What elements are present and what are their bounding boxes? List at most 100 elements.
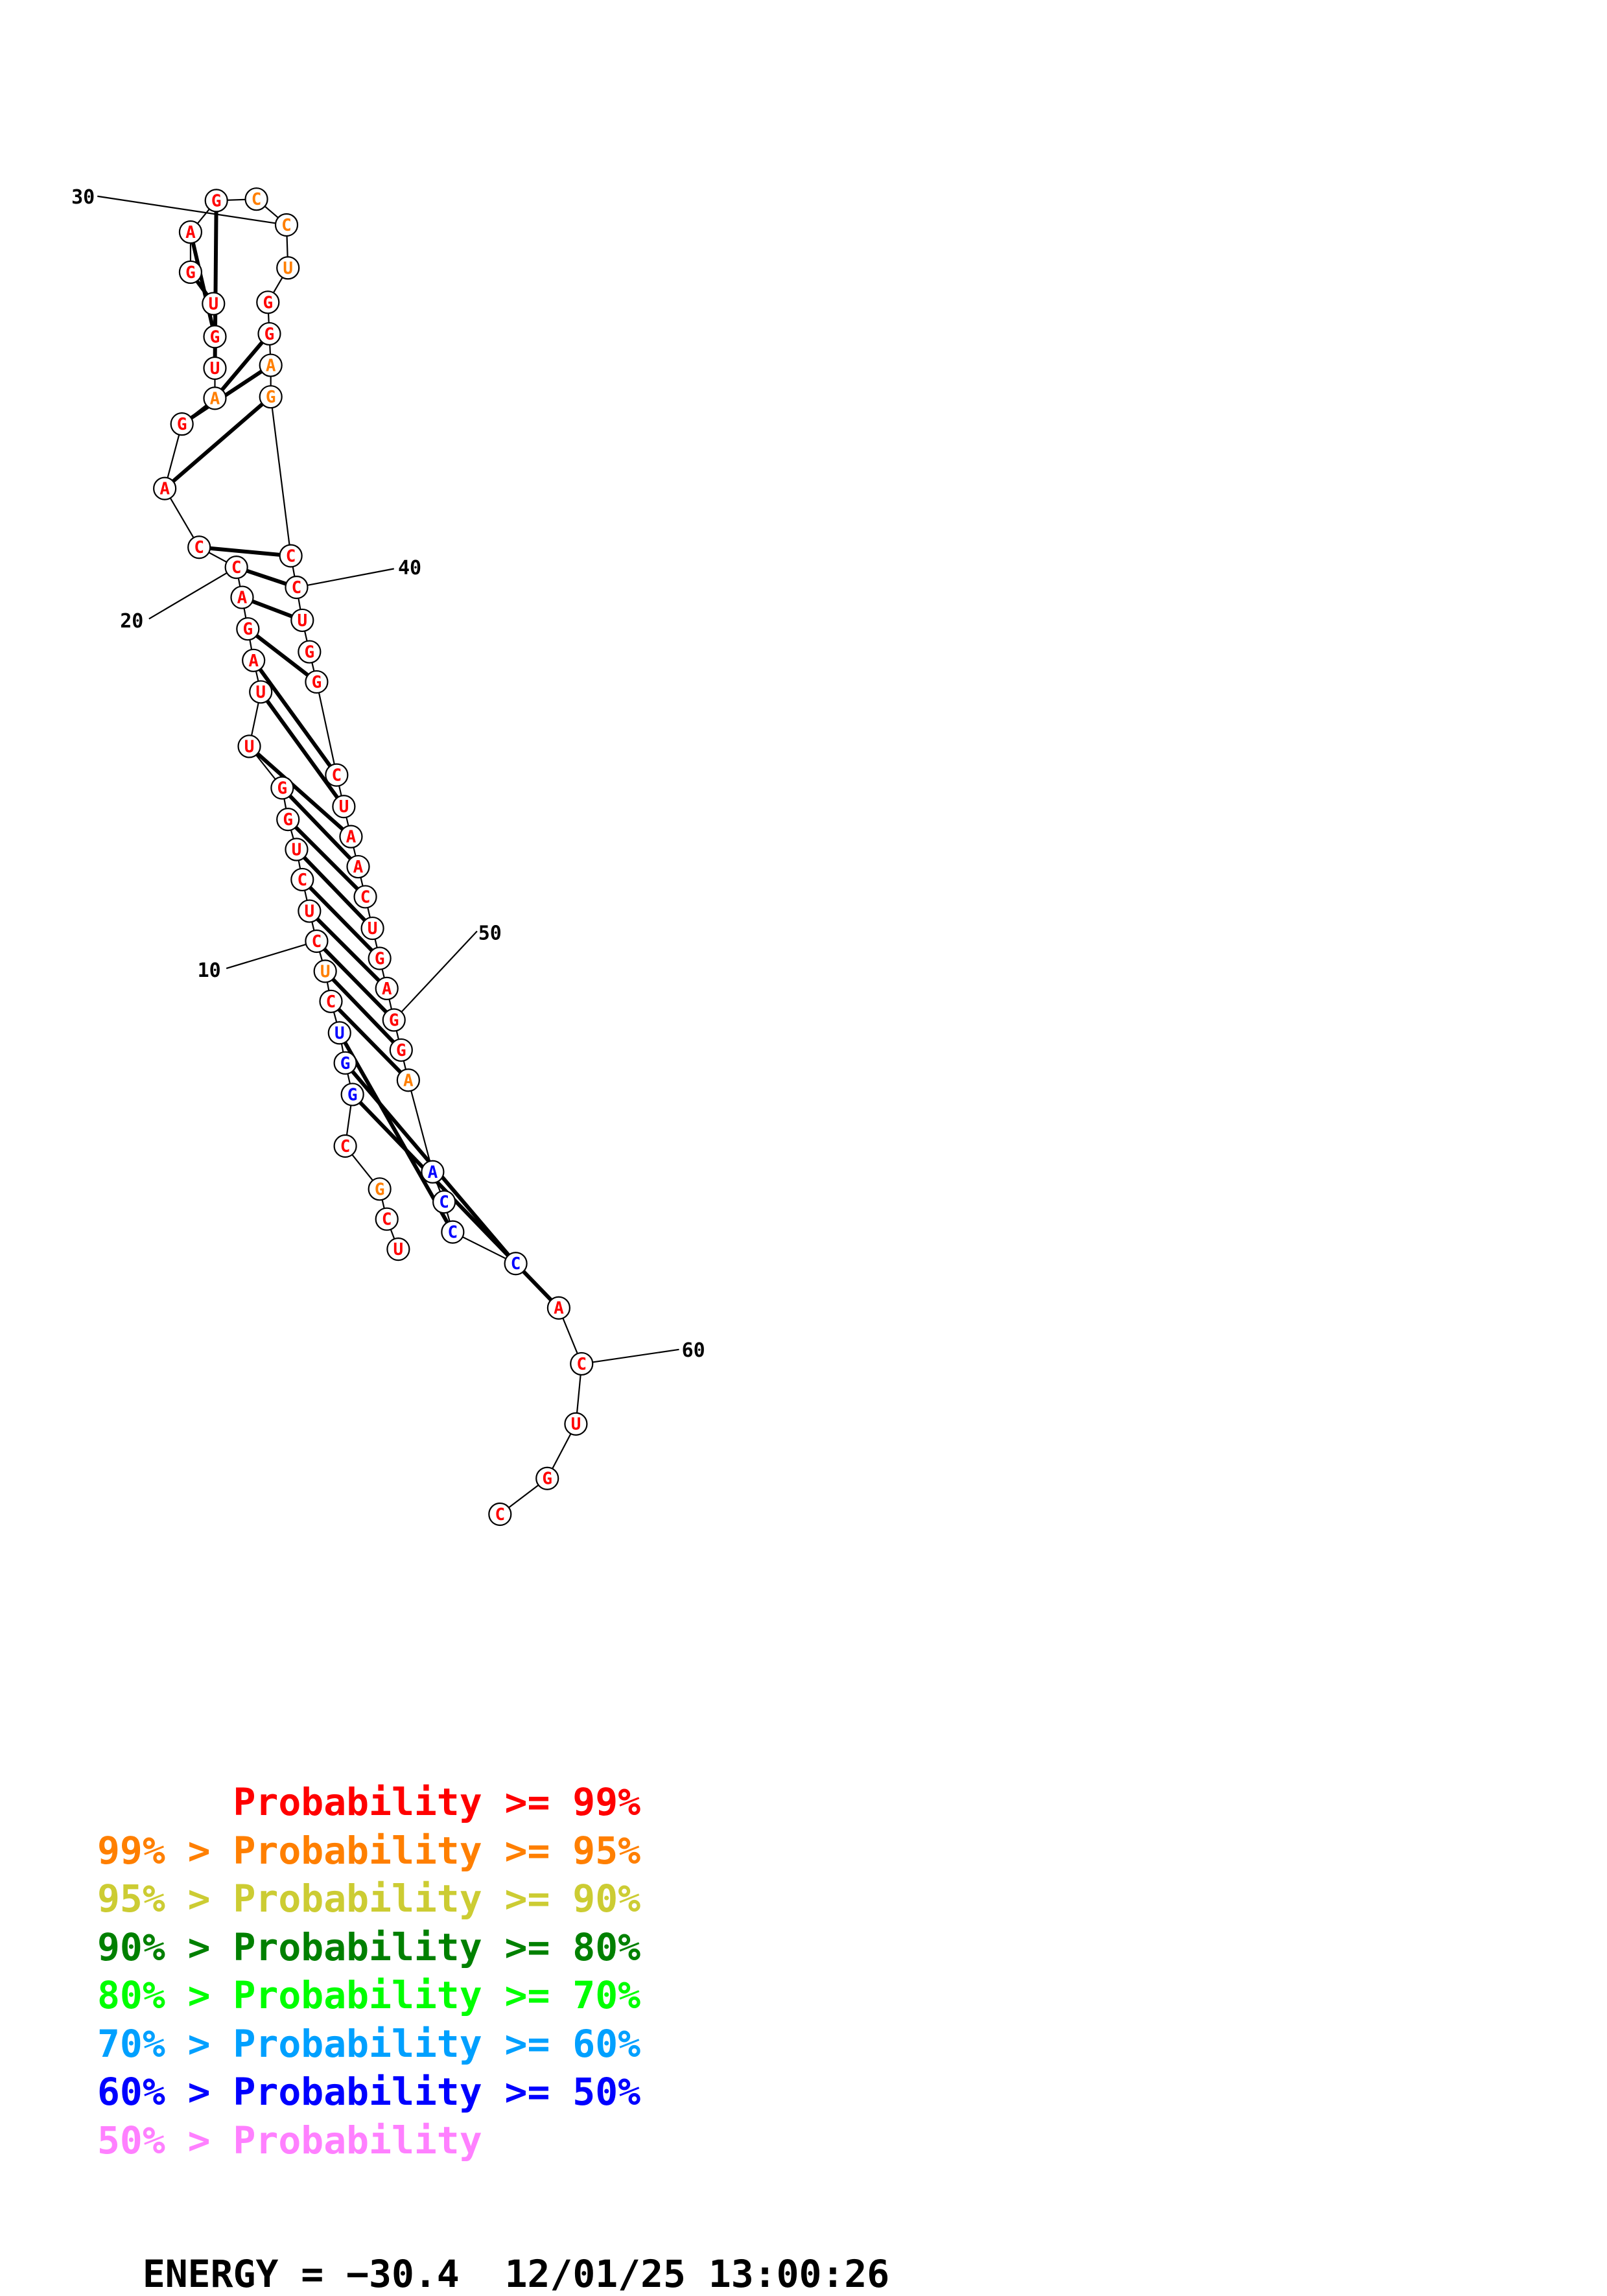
nucleotide-circle xyxy=(298,899,322,923)
nucleotide-base: G xyxy=(243,620,253,639)
legend-row: Probability >= 99% xyxy=(97,1780,641,1824)
backbone-segment xyxy=(452,1231,517,1265)
nucleotide-base: G xyxy=(375,949,385,968)
legend-label: Probability xyxy=(233,2021,482,2066)
nucleotide-circle xyxy=(274,213,299,237)
legend-prefix: 99% > xyxy=(97,1828,233,1873)
nucleotide: G xyxy=(389,1038,413,1062)
nucleotide-circle xyxy=(203,325,227,349)
nucleotide-circle xyxy=(346,854,370,879)
nucleotide-base: C xyxy=(281,216,292,235)
nucleotide-circle xyxy=(389,1038,413,1062)
nucleotide: G xyxy=(368,946,392,970)
nucleotide-circle xyxy=(535,1466,559,1490)
nucleotide: U xyxy=(360,916,384,941)
nucleotide: U xyxy=(276,256,300,280)
nucleotide: A xyxy=(421,1160,445,1184)
nucleotide-circle xyxy=(290,867,314,892)
nucleotide-base: C xyxy=(312,932,322,952)
nucleotide: A xyxy=(230,585,254,609)
nucleotide-base: C xyxy=(252,190,262,209)
legend-suffix: >= 60% xyxy=(482,2021,641,2066)
legend-prefix: 90% > xyxy=(97,1925,233,1969)
nucleotide: C xyxy=(244,187,268,211)
nucleotide-base: C xyxy=(382,1210,392,1230)
legend-label: Probability xyxy=(233,2118,482,2162)
nucleotide-circle xyxy=(290,608,314,633)
nucleotide-base: A xyxy=(159,480,170,499)
nucleotide-circle xyxy=(285,575,309,600)
nucleotide-base: U xyxy=(283,259,293,278)
position-tick xyxy=(226,940,317,970)
legend-prefix xyxy=(97,1780,233,1824)
nucleotide: U xyxy=(203,356,227,381)
nucleotide-circle xyxy=(276,256,300,280)
nucleotide: U xyxy=(298,899,322,923)
nucleotide-circle xyxy=(204,189,228,213)
position-tick xyxy=(148,567,237,620)
nucleotide: C xyxy=(285,575,309,600)
nucleotide-circle xyxy=(421,1160,445,1184)
nucleotide-circle xyxy=(305,929,329,954)
backbone-segment xyxy=(407,1080,434,1173)
legend-row: 99% > Probability >= 95% xyxy=(97,1830,640,1871)
backbone xyxy=(164,198,583,1515)
nucleotide-base: A xyxy=(248,651,259,671)
base-pair-bond xyxy=(252,659,338,777)
nucleotide-base: G xyxy=(277,779,288,799)
nucleotide-circle xyxy=(244,187,268,211)
nucleotide-base: C xyxy=(231,558,242,578)
nucleotide-base: G xyxy=(266,388,276,407)
nucleotide-base: A xyxy=(210,389,220,408)
position-tick xyxy=(97,195,287,226)
nucleotide-circle xyxy=(224,556,248,580)
energy-spacer xyxy=(460,2252,505,2296)
nucleotide: C xyxy=(274,213,299,237)
legend-row: 60% > Probability >= 50% xyxy=(97,2071,640,2113)
nucleotide-base: C xyxy=(511,1254,521,1274)
nucleotide-base: C xyxy=(326,992,336,1012)
nucleotide: G xyxy=(298,640,322,664)
nucleotide-circle xyxy=(375,1207,399,1231)
nucleotide: C xyxy=(488,1502,512,1527)
base-pair-bond xyxy=(287,817,367,898)
legend-label: Probability xyxy=(233,1877,482,1921)
nucleotide-base: A xyxy=(237,589,248,608)
nucleotide: G xyxy=(203,325,227,349)
nucleotide-circle xyxy=(441,1220,465,1244)
nucleotide-circle xyxy=(564,1412,588,1436)
nucleotide: G xyxy=(256,290,280,314)
nucleotide-circle xyxy=(360,916,384,941)
backbone-segment xyxy=(270,397,292,556)
base-pair-bond xyxy=(163,395,272,490)
nucleotide-circle xyxy=(332,795,356,819)
nucleotide-base: U xyxy=(297,611,307,631)
nucleotide-circle xyxy=(570,1352,594,1376)
nucleotide: G xyxy=(535,1466,559,1490)
legend-label: Probability xyxy=(233,1828,482,1873)
nucleotide-base: G xyxy=(340,1054,351,1073)
nucleotide-base: G xyxy=(283,810,293,830)
nucleotide-circle xyxy=(325,763,349,787)
nucleotide-base: C xyxy=(439,1193,449,1212)
nucleotide-base: A xyxy=(346,828,357,847)
nucleotide: U xyxy=(313,959,337,983)
base-pair-bond xyxy=(198,545,291,558)
legend-prefix: 95% > xyxy=(97,1877,233,1921)
nucleotide-base: U xyxy=(255,683,266,702)
position-label: 10 xyxy=(198,959,221,982)
base-pair-bond xyxy=(259,690,346,808)
nucleotide-base: G xyxy=(210,327,220,347)
nucleotide-base: A xyxy=(554,1299,564,1318)
nucleotide-circle xyxy=(382,1008,406,1032)
nucleotide: C xyxy=(279,544,303,568)
base-pair-bond xyxy=(281,786,360,869)
nucleotide: G xyxy=(382,1008,406,1032)
nucleotide: G xyxy=(236,617,260,641)
nucleotide: U xyxy=(202,292,226,316)
nucleotide-base: U xyxy=(244,737,255,756)
nucleotide: G xyxy=(170,412,194,436)
nucleotide: A xyxy=(346,854,370,879)
nucleotide: C xyxy=(305,929,329,954)
